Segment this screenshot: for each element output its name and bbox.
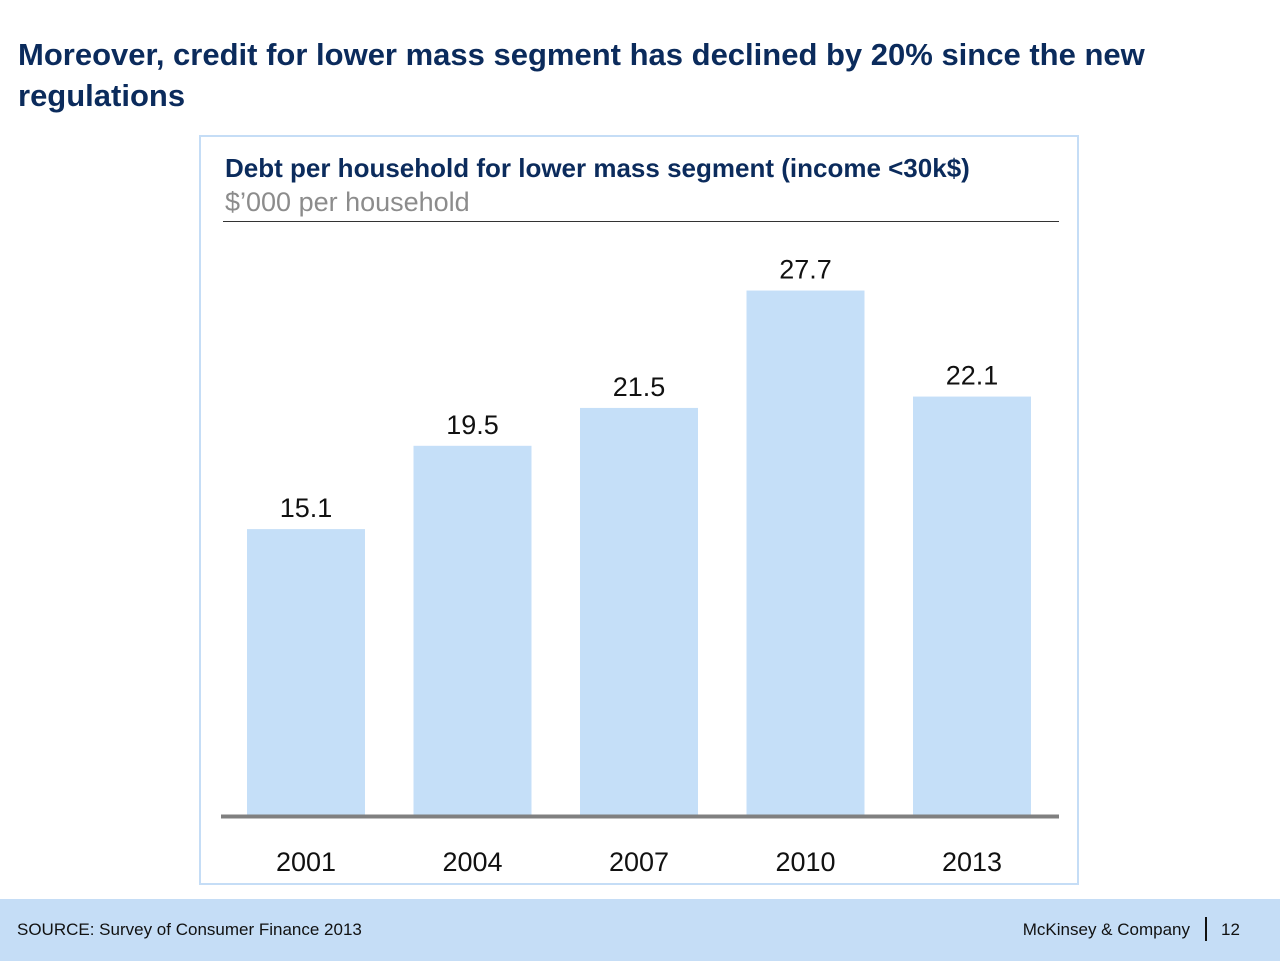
x-tick-label-2013: 2013: [942, 847, 1002, 877]
x-tick-label-2007: 2007: [609, 847, 669, 877]
bar-2001: [247, 529, 365, 815]
slide-title: Moreover, credit for lower mass segment …: [18, 37, 1145, 113]
data-label-2013: 22.1: [946, 361, 999, 391]
bar-2004: [413, 445, 532, 815]
x-tick-label-2010: 2010: [775, 847, 835, 877]
bar-2007: [580, 407, 698, 815]
chart-subtitle: $’000 per household: [225, 187, 470, 217]
footer: SOURCE: Survey of Consumer Finance 2013 …: [0, 899, 1280, 961]
data-label-2001: 15.1: [280, 493, 333, 523]
x-tick-label-2001: 2001: [276, 847, 336, 877]
bar-2013: [913, 396, 1031, 815]
page-number: 12: [1221, 920, 1240, 939]
bar-chart: 15.1 2001 19.5 2004 21.5 2007 27.7 2010 22.1 2013: [221, 255, 1059, 877]
chart-title: Debt per household for lower mass segmen…: [225, 153, 970, 183]
page-separator: [1205, 917, 1207, 941]
source-note: SOURCE: Survey of Consumer Finance 2013: [17, 920, 362, 939]
chart-title-rule: [223, 221, 1059, 222]
data-label-2010: 27.7: [779, 255, 832, 285]
brand-name: McKinsey & Company: [1022, 920, 1190, 939]
x-tick-label-2004: 2004: [442, 847, 502, 877]
data-label-2007: 21.5: [613, 372, 666, 402]
bar-2010: [746, 290, 865, 816]
data-label-2004: 19.5: [446, 410, 499, 440]
chart-frame: Debt per household for lower mass segmen…: [199, 135, 1079, 885]
